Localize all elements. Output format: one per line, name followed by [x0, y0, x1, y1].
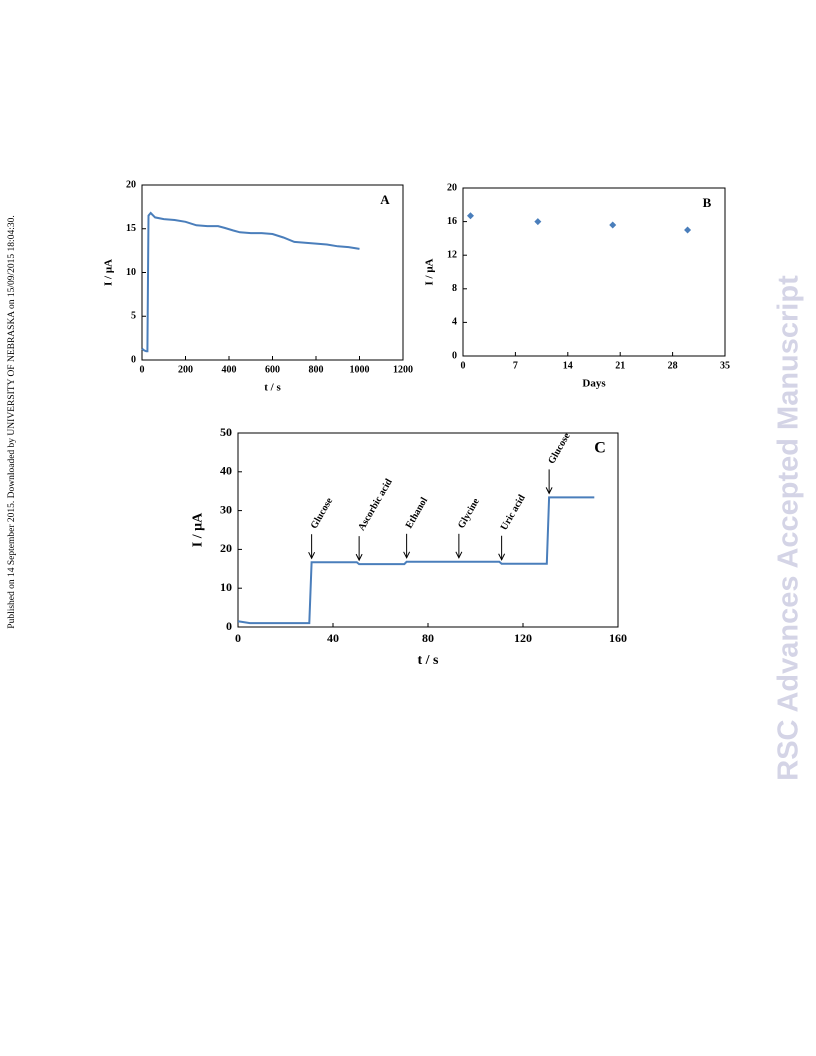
x-tick-label: 400 — [222, 364, 237, 375]
y-tick-label: 50 — [220, 425, 232, 439]
arrow-head — [455, 551, 463, 559]
y-tick-label: 4 — [452, 317, 457, 328]
panel-label: B — [703, 195, 712, 210]
y-tick-label: 12 — [447, 249, 457, 260]
x-tick-label: 40 — [327, 631, 339, 645]
x-tick-label: 14 — [563, 360, 573, 371]
annotation: Glucose — [309, 496, 336, 531]
x-axis-label: t / s — [264, 382, 281, 394]
y-tick-label: 0 — [226, 619, 232, 633]
plot-frame — [462, 187, 726, 357]
x-tick-label: 200 — [178, 364, 193, 375]
data-point — [466, 212, 474, 220]
panel-label: C — [594, 440, 606, 457]
x-tick-label: 35 — [720, 360, 730, 371]
x-tick-label: 28 — [668, 360, 678, 371]
y-tick-label: 10 — [220, 580, 232, 594]
x-tick-label: 1200 — [393, 364, 413, 375]
x-tick-label: 120 — [514, 631, 532, 645]
y-tick-label: 0 — [452, 350, 457, 361]
arrow-head — [545, 487, 553, 495]
y-axis-label: I / μA — [103, 259, 115, 286]
y-tick-label: 20 — [126, 179, 136, 190]
annotation: Uric acid — [499, 493, 528, 533]
x-tick-label: 7 — [513, 360, 518, 371]
annotation: Ethanol — [404, 495, 431, 530]
x-tick-label: 160 — [609, 631, 627, 645]
x-axis-label: t / s — [418, 653, 440, 668]
y-tick-label: 40 — [220, 464, 232, 478]
x-tick-label: 800 — [309, 364, 324, 375]
annotation: Glycine — [456, 496, 482, 530]
data-line — [141, 211, 360, 353]
data-point — [609, 221, 617, 229]
arrow-head — [308, 551, 316, 560]
x-tick-label: 0 — [461, 360, 466, 371]
y-tick-label: 20 — [447, 182, 457, 193]
arrow-head — [403, 551, 411, 559]
x-tick-label: 1000 — [350, 364, 370, 375]
x-tick-label: 21 — [615, 360, 625, 371]
panel-label: A — [380, 192, 390, 207]
arrow-head — [355, 553, 363, 562]
x-tick-label: 80 — [422, 631, 434, 645]
plot-frame — [141, 184, 404, 361]
y-tick-label: 30 — [220, 502, 232, 516]
y-tick-label: 8 — [452, 283, 457, 294]
y-axis-label: I / μA — [191, 512, 206, 547]
y-tick-label: 10 — [126, 267, 136, 278]
y-axis-label: I / μA — [424, 258, 436, 285]
y-tick-label: 5 — [131, 311, 136, 322]
plot-frame — [237, 432, 619, 628]
y-tick-label: 0 — [131, 354, 136, 365]
data-point — [534, 218, 542, 226]
data-point — [684, 226, 692, 234]
x-tick-label: 600 — [265, 364, 280, 375]
x-tick-label: 0 — [140, 364, 145, 375]
y-tick-label: 16 — [447, 216, 457, 227]
annotation: Ascorbic acid — [356, 477, 395, 533]
arrow-head — [498, 553, 506, 561]
x-tick-label: 0 — [235, 631, 241, 645]
annotation: Glucose — [546, 431, 573, 466]
y-tick-label: 20 — [220, 541, 232, 555]
y-tick-label: 15 — [126, 223, 136, 234]
x-axis-label: Days — [582, 378, 606, 390]
data-line — [237, 496, 595, 625]
